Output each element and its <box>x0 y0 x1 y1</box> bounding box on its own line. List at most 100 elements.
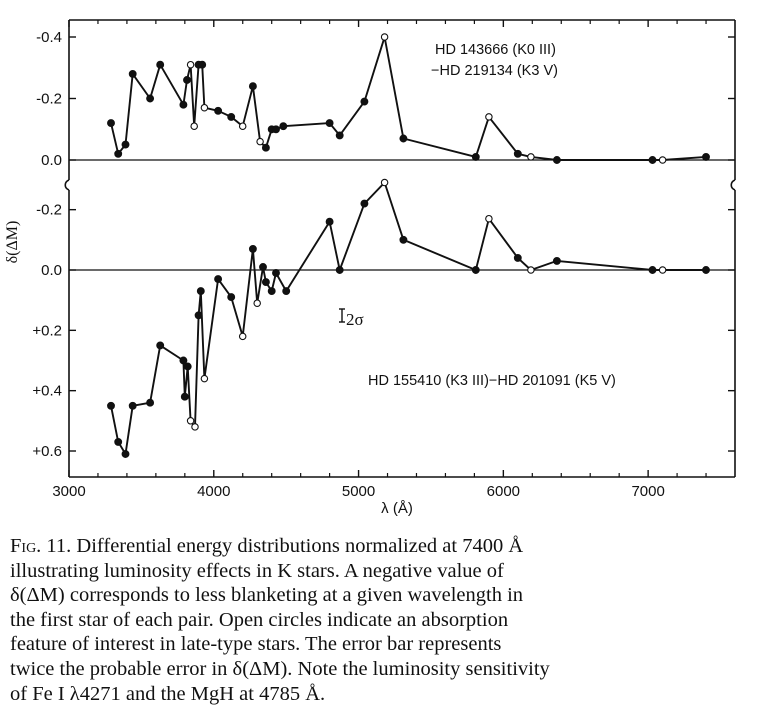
data-point-lower <box>114 437 123 446</box>
x-tick-label: 6000 <box>487 483 520 500</box>
open-point-upper <box>238 122 247 130</box>
tick-labels: 3000 4000 5000 6000 7000 -0.4 -0.2 0.0 -0.2 0.0 +0… <box>32 29 664 500</box>
data-point-lower <box>335 266 344 274</box>
data-point-lower <box>702 266 710 274</box>
open-point-lower <box>658 266 667 274</box>
annotation-upper-line1: HD 143666 (K0 III) <box>435 42 556 58</box>
caption-line: feature of interest in late-type stars. … <box>10 633 502 656</box>
data-point-upper <box>198 60 207 69</box>
open-point-lower <box>485 214 493 223</box>
caption-line: δ(ΔM) corresponds to less blanketing at … <box>10 584 524 607</box>
y-tick-label-upper: -0.2 <box>36 91 62 108</box>
data-point-upper <box>261 143 270 152</box>
y-tick-label-lower: +0.4 <box>32 383 62 400</box>
open-point-upper <box>256 137 264 146</box>
data-point-upper <box>471 152 480 161</box>
data-point-upper <box>325 119 334 128</box>
x-tick-label: 5000 <box>342 483 375 500</box>
y-tick-label-upper: 0.0 <box>41 152 62 169</box>
data-point-upper <box>107 119 115 128</box>
data-point-lower <box>259 263 267 271</box>
data-point-lower <box>128 401 137 410</box>
data-point-lower <box>194 311 203 320</box>
open-point-lower <box>191 423 199 431</box>
annotation-upper-line2: −HD 219134 (K3 V) <box>431 63 558 79</box>
data-point-lower <box>156 341 165 350</box>
data-point-lower <box>272 269 280 277</box>
caption-line: Differential energy distributions normal… <box>71 535 524 557</box>
data-point-upper <box>552 156 561 164</box>
open-point-lower <box>527 266 535 274</box>
x-tick-label: 3000 <box>52 483 85 500</box>
data-point-upper <box>272 125 280 134</box>
open-point-lower <box>253 299 261 307</box>
y-tick-label-lower: +0.6 <box>32 443 62 460</box>
data-point-lower <box>146 398 155 407</box>
data-point-upper <box>146 94 155 103</box>
data-point-upper <box>648 156 657 164</box>
data-point-lower <box>261 278 270 287</box>
error-bar-label: 2σ <box>346 310 364 329</box>
axis-break-right <box>730 179 736 191</box>
open-point-upper <box>200 103 209 112</box>
data-point-upper <box>183 76 191 84</box>
data-point-upper <box>179 100 188 109</box>
data-point-lower <box>180 392 189 401</box>
series-points <box>107 33 710 458</box>
data-point-lower <box>513 253 522 262</box>
data-point-upper <box>121 140 130 149</box>
data-point-lower <box>183 362 192 371</box>
open-point-lower <box>238 332 247 341</box>
open-point-upper <box>190 122 198 130</box>
open-point-lower <box>380 178 389 187</box>
data-point-lower <box>248 244 257 253</box>
caption-lead: Fig. 11. <box>10 535 72 557</box>
data-point-upper <box>248 82 257 91</box>
figure-caption: Fig. 11. Differential energy distributio… <box>10 534 750 706</box>
data-point-upper <box>702 152 710 161</box>
y-tick-label-upper: -0.4 <box>36 29 62 46</box>
data-point-upper <box>399 134 408 143</box>
data-point-upper <box>156 60 165 69</box>
data-point-upper <box>114 149 123 158</box>
open-point-upper <box>380 33 389 41</box>
data-point-lower <box>227 293 236 302</box>
data-point-lower <box>107 401 115 410</box>
data-point-lower <box>267 287 276 296</box>
axis-ticks <box>68 20 735 477</box>
data-point-lower <box>648 266 657 274</box>
caption-line: of Fe I λ4271 and the MgH at 4785 Å. <box>10 682 326 705</box>
annotation-lower: HD 155410 (K3 III)−HD 201091 (K5 V) <box>368 373 616 389</box>
data-point-lower <box>471 266 480 274</box>
data-point-upper <box>214 106 223 115</box>
data-point-upper <box>128 69 137 78</box>
y-axis-label: δ(ΔM) <box>4 221 21 264</box>
data-point-lower <box>214 275 223 284</box>
data-point-upper <box>335 131 344 140</box>
data-point-upper <box>360 97 369 106</box>
open-point-upper <box>485 113 493 121</box>
data-point-lower <box>179 356 188 365</box>
series-line-upper <box>110 36 707 161</box>
data-point-lower <box>399 235 408 244</box>
x-tick-label: 4000 <box>197 483 230 500</box>
figure: 3000 4000 5000 6000 7000 -0.4 -0.2 0.0 -0.2 0.0 +0… <box>4 19 736 517</box>
data-point-upper <box>227 112 236 121</box>
axis-break-left <box>64 179 70 191</box>
data-point-lower <box>325 217 334 226</box>
data-point-lower <box>360 199 369 208</box>
data-point-lower <box>196 287 205 296</box>
data-point-lower <box>282 287 291 296</box>
plot-frame <box>64 19 736 478</box>
open-point-upper <box>186 60 195 69</box>
error-bar <box>339 308 345 323</box>
data-point-upper <box>279 122 288 131</box>
x-tick-label: 7000 <box>631 483 664 500</box>
y-tick-label-lower: 0.0 <box>41 262 62 279</box>
x-axis-label: λ (Å) <box>381 500 413 517</box>
caption-line: twice the probable error in δ(ΔM). Note … <box>10 657 550 680</box>
open-point-upper <box>527 153 535 161</box>
y-tick-label-lower: -0.2 <box>36 202 62 219</box>
caption-line: the first star of each pair. Open circle… <box>10 608 509 631</box>
zero-lines <box>69 159 735 271</box>
